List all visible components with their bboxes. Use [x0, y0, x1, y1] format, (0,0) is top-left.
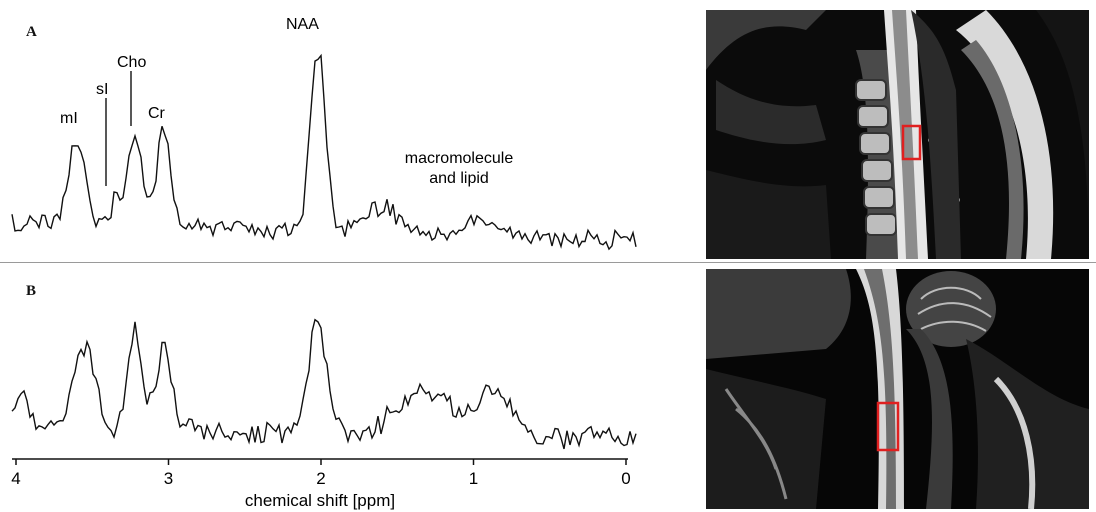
x-tick-label-2: 2 [316, 469, 325, 488]
x-tick-label-0: 0 [621, 469, 630, 488]
x-tick-label-4: 4 [11, 469, 20, 488]
panel-divider [0, 262, 1096, 263]
label-lipid: and lipid [429, 170, 489, 187]
spectra-plot: mI sI Cho Cr NAA macromolecule and lipid… [11, 16, 637, 510]
spectrum-b [11, 318, 637, 450]
mri-image-a [706, 10, 1089, 259]
x-tick-label-3: 3 [164, 469, 173, 488]
roi-box-b [876, 401, 900, 452]
panel-label-b: B [26, 283, 37, 299]
mri-image-b [706, 269, 1089, 509]
spectrum-b-line [11, 318, 637, 450]
label-macromolecule: macromolecule [405, 150, 514, 167]
peak-label-cr: Cr [148, 105, 166, 122]
x-axis-label: chemical shift [ppm] [245, 491, 395, 510]
x-tick-label-1: 1 [469, 469, 478, 488]
roi-box-a [901, 124, 922, 161]
x-axis-ticks: 4 3 2 1 0 [11, 459, 631, 488]
panel-label-a: A [26, 24, 37, 40]
peak-label-cho: Cho [117, 54, 146, 71]
peak-label-naa: NAA [286, 16, 319, 33]
spectrum-a [11, 53, 637, 251]
peak-label-mi: mI [60, 110, 78, 127]
spectrum-a-line [11, 53, 637, 251]
peak-label-si: sI [96, 81, 108, 98]
